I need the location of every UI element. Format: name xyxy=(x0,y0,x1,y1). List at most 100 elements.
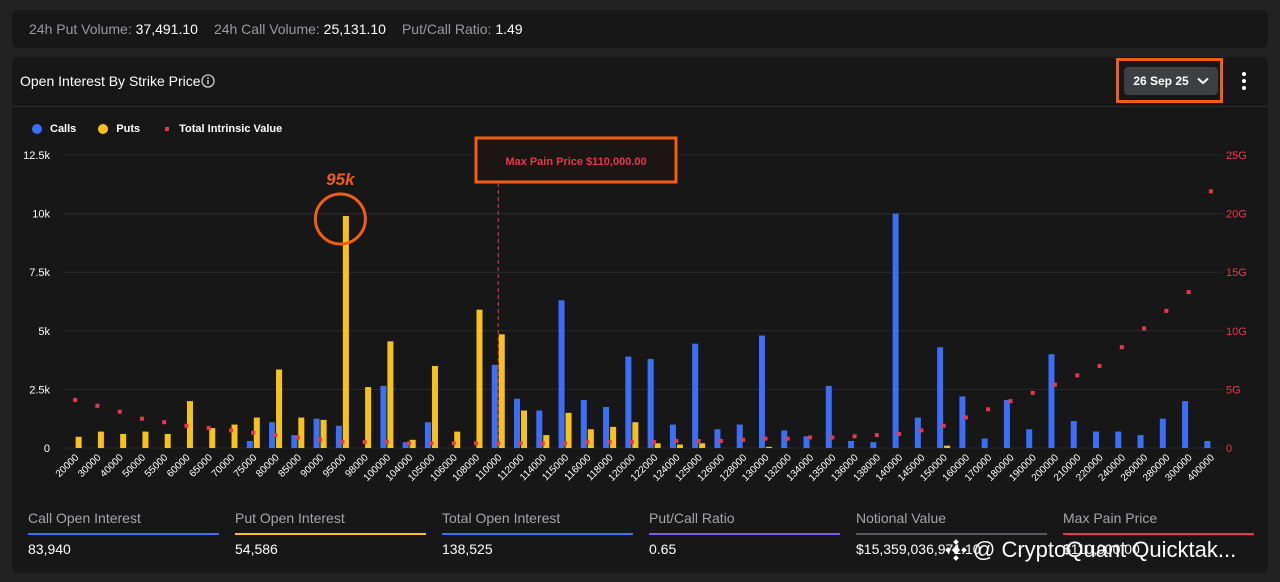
call-bar xyxy=(1115,431,1122,448)
chart-legend: Calls Puts Total Intrinsic Value xyxy=(32,123,304,135)
call-bar xyxy=(892,213,899,448)
y-left-tick-label: 7.5k xyxy=(29,267,50,279)
volume-summary-bar: 24h Put Volume: 37,491.10 24h Call Volum… xyxy=(12,10,1268,48)
call-bar xyxy=(558,300,565,448)
put-bar xyxy=(186,401,193,448)
intrinsic-value-point xyxy=(451,441,456,446)
intrinsic-value-point xyxy=(518,441,523,446)
put-bar xyxy=(276,369,283,448)
put-bar xyxy=(365,387,372,448)
put-bar xyxy=(409,439,416,448)
stat-value: 83,940 xyxy=(28,541,71,557)
call-bar xyxy=(870,442,877,448)
intrinsic-value-point xyxy=(607,440,612,445)
puts-legend-dot xyxy=(98,124,109,134)
put-bar xyxy=(632,422,639,448)
stat-underline xyxy=(442,533,633,535)
call-bar xyxy=(246,440,253,448)
intrinsic-value-point xyxy=(696,438,701,443)
annotation-label: 95k xyxy=(326,170,356,189)
call-bar xyxy=(269,422,276,448)
intrinsic-value-point xyxy=(1164,308,1169,313)
y-left-tick-label: 5k xyxy=(38,326,50,338)
legend-puts[interactable]: Puts xyxy=(98,123,140,135)
call-bar xyxy=(781,430,788,448)
call-bar xyxy=(491,364,498,448)
put-bar xyxy=(498,334,505,448)
y-left-tick-label: 2.5k xyxy=(29,384,50,396)
put-bar xyxy=(75,436,82,448)
intrinsic-value-point xyxy=(95,403,100,408)
call-bar xyxy=(825,385,832,448)
stat-title: Total Open Interest xyxy=(442,510,561,526)
intrinsic-value-point xyxy=(340,440,345,445)
stat-call-open-interest: Call Open Interest 83,940 xyxy=(28,509,219,569)
more-options-icon[interactable] xyxy=(1234,70,1254,92)
intrinsic-value-point xyxy=(963,415,968,420)
stat-title: Notional Value xyxy=(856,510,947,526)
y-right-tick-label: 0 xyxy=(1226,443,1232,455)
stat-underline xyxy=(1063,533,1254,535)
max-pain-label: Max Pain Price $110,000.00 xyxy=(505,156,646,168)
put-call-ratio: Put/Call Ratio: 1.49 xyxy=(401,21,523,37)
call-bar xyxy=(1003,399,1010,448)
legend-intrinsic[interactable]: Total Intrinsic Value xyxy=(162,123,282,135)
intrinsic-value-point xyxy=(986,407,991,412)
intrinsic-value-point xyxy=(941,423,946,428)
intrinsic-value-point xyxy=(674,438,679,443)
put-bar xyxy=(587,429,594,448)
x-tick-label: 85000 xyxy=(277,452,305,480)
put-bar xyxy=(253,417,260,448)
intrinsic-value-point xyxy=(741,437,746,442)
call-bar xyxy=(803,436,810,448)
legend-calls[interactable]: Calls xyxy=(32,123,76,135)
put-bar xyxy=(342,215,349,448)
intrinsic-value-point xyxy=(295,435,300,440)
x-tick-label: 80000 xyxy=(254,452,282,480)
intrinsic-value-point xyxy=(763,436,768,441)
intrinsic-value-point xyxy=(1075,373,1080,378)
intrinsic-value-point xyxy=(162,420,167,425)
put-bar xyxy=(699,443,706,448)
intrinsic-value-point xyxy=(785,436,790,441)
stat-put-open-interest: Put Open Interest 54,586 xyxy=(235,509,426,569)
call-bar xyxy=(536,410,543,448)
stat-put-call-ratio: Put/Call Ratio 0.65 xyxy=(649,509,840,569)
intrinsic-value-point xyxy=(652,440,657,445)
put-bar xyxy=(298,417,305,448)
intrinsic-value-point xyxy=(563,441,568,446)
intrinsic-value-point xyxy=(1208,189,1213,194)
intrinsic-value-point xyxy=(874,433,879,438)
x-tick-label: 65000 xyxy=(187,452,215,480)
call-bar xyxy=(313,418,320,448)
stat-value: $15,359,036,971.10 xyxy=(856,541,981,557)
call-volume: 24h Call Volume: 25,131.10 xyxy=(213,21,386,37)
call-bar xyxy=(981,438,988,448)
intrinsic-value-point xyxy=(117,409,122,414)
intrinsic-value-point xyxy=(429,441,434,446)
stat-title: Put Open Interest xyxy=(235,510,345,526)
max-pain-highlight-box xyxy=(474,136,678,184)
intrinsic-value-point xyxy=(1186,290,1191,295)
call-bar xyxy=(514,398,521,448)
stat-value: 54,586 xyxy=(235,541,278,557)
put-bar xyxy=(320,419,327,448)
put-bar xyxy=(120,433,127,448)
expiry-date-select[interactable]: 26 Sep 25 xyxy=(1124,67,1218,95)
call-bar xyxy=(380,385,387,448)
intrinsic-value-point xyxy=(73,397,78,402)
y-left-tick-label: 10k xyxy=(32,209,50,221)
intrinsic-value-point xyxy=(629,440,634,445)
intrinsic-value-point xyxy=(540,441,545,446)
y-right-tick-label: 20G xyxy=(1226,209,1247,221)
call-bar xyxy=(914,417,921,448)
call-bar xyxy=(669,424,676,448)
x-tick-label: 55000 xyxy=(143,452,171,480)
y-right-tick-label: 10G xyxy=(1226,326,1247,338)
watermark-text: @ CryptoQuant Quicktak... xyxy=(973,537,1237,562)
stat-underline xyxy=(235,533,426,535)
call-bar xyxy=(692,343,699,448)
info-icon[interactable] xyxy=(201,74,215,88)
intrinsic-value-point xyxy=(184,423,189,428)
date-highlight-box xyxy=(1116,58,1223,103)
